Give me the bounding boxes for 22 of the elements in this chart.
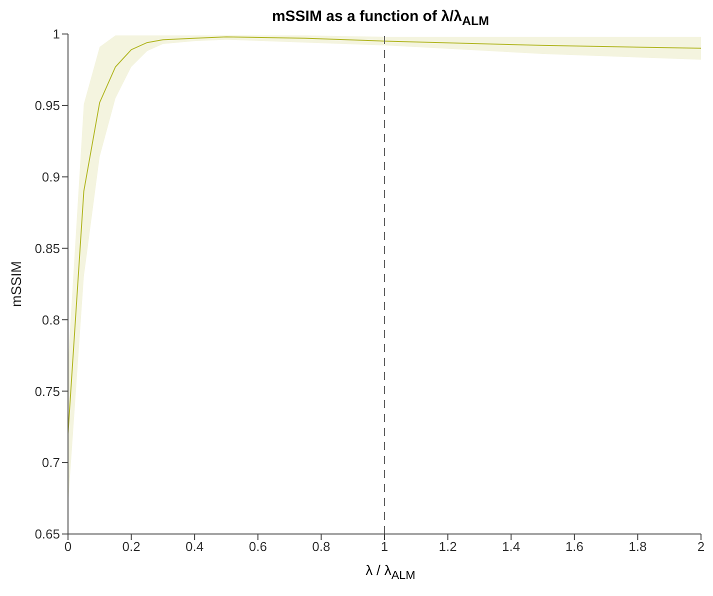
y-tick-label: 0.75 bbox=[34, 384, 60, 399]
y-tick-label: 0.65 bbox=[34, 526, 60, 542]
y-tick-label: 0.7 bbox=[42, 455, 60, 470]
x-tick-label: 2 bbox=[697, 539, 705, 554]
x-tick-label: 1.8 bbox=[628, 539, 647, 554]
y-tick-label: 1 bbox=[52, 26, 60, 42]
y-tick-label: 0.9 bbox=[42, 169, 60, 184]
x-axis-title: λ / λ$_{ALM}$ bbox=[364, 562, 416, 582]
x-tick-label: 1.4 bbox=[502, 539, 520, 554]
y-tick-label: 0.85 bbox=[34, 240, 60, 256]
x-tick-label: 0.6 bbox=[248, 539, 267, 554]
y-tick-label: 0.95 bbox=[34, 98, 60, 114]
chart-title: mSSIM as a function of λ/λ$_{ALM}$ bbox=[270, 8, 490, 28]
x-tick-label: 0.4 bbox=[186, 539, 204, 554]
x-tick-label: 1 bbox=[380, 539, 388, 554]
x-tick-label: 1.2 bbox=[438, 539, 457, 554]
x-tick-label: 0.8 bbox=[312, 539, 330, 554]
y-tick-label: 0.8 bbox=[42, 312, 60, 328]
y-axis-title: mSSIM bbox=[8, 261, 24, 307]
x-tick-label: 1.6 bbox=[565, 539, 584, 554]
x-tick-label: 0.2 bbox=[122, 539, 140, 554]
x-tick-label: 0 bbox=[64, 539, 72, 554]
